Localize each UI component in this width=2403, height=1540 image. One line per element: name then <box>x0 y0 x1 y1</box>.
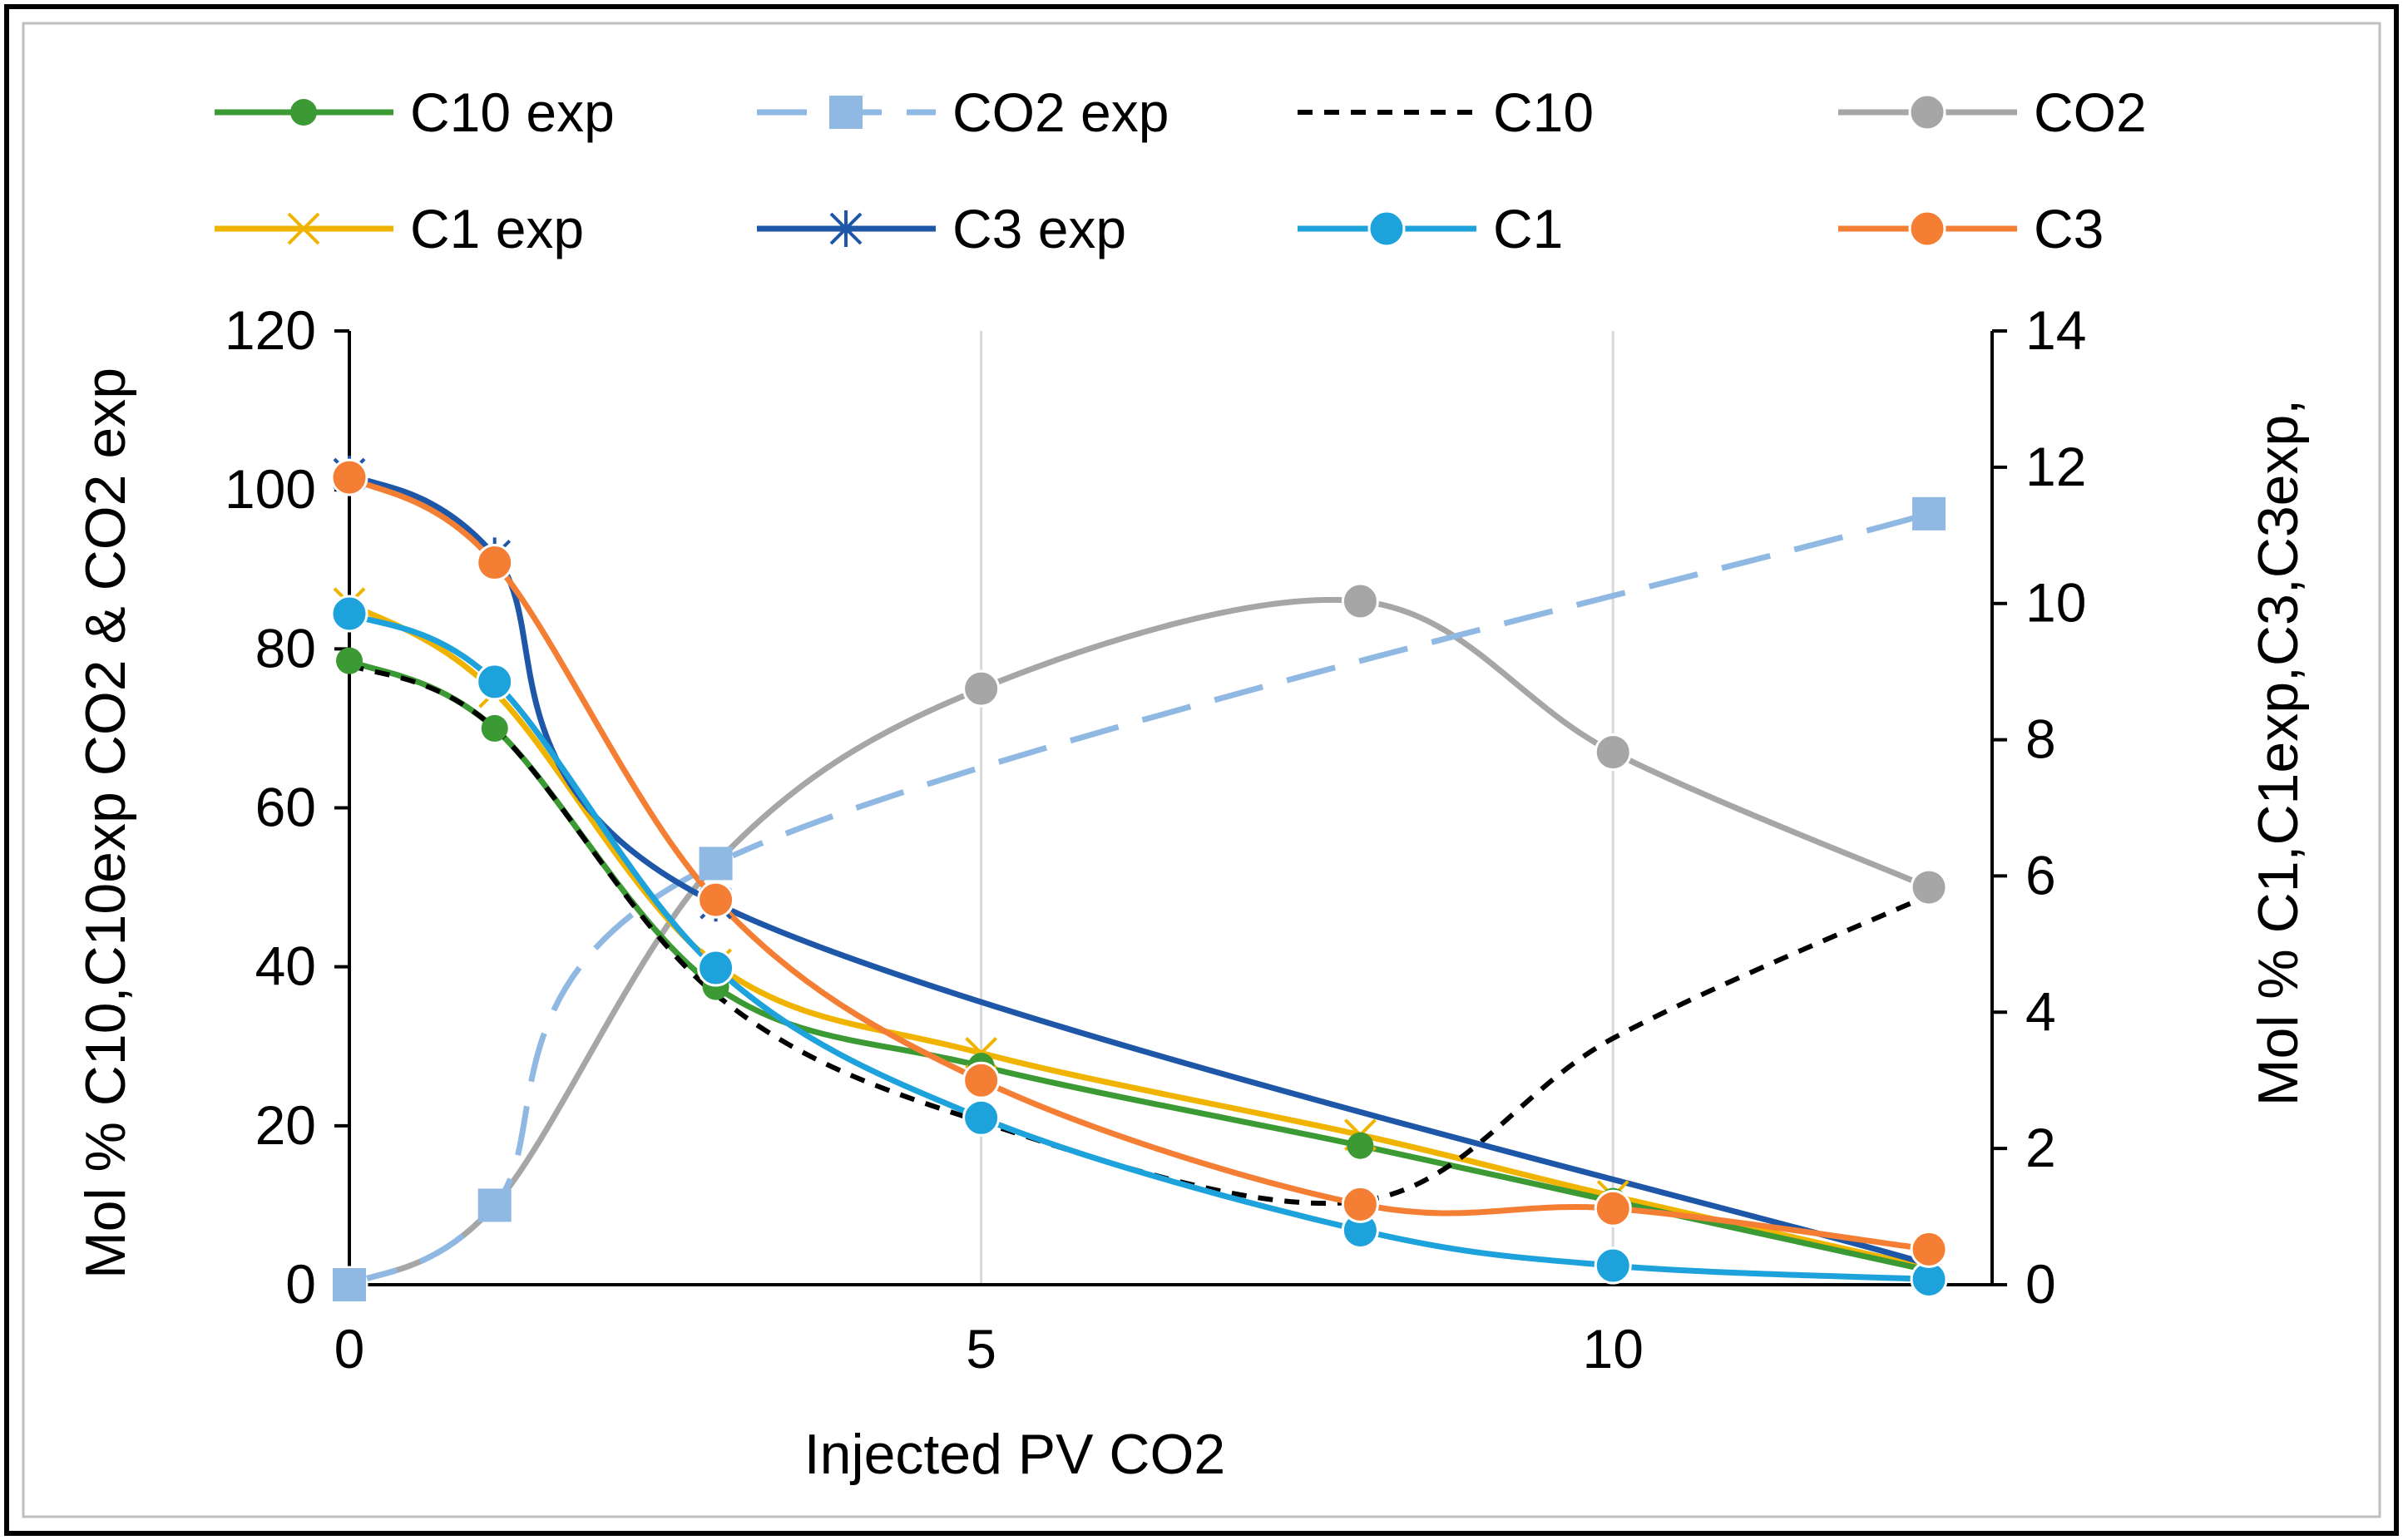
y-left-tick-label: 40 <box>255 935 316 997</box>
marker-co2-exp <box>333 1268 366 1301</box>
legend-label: C10 <box>1493 81 1594 143</box>
marker-c1 <box>476 663 514 701</box>
legend-entry-c10: C10 <box>1298 81 1594 143</box>
marker-c1 <box>962 1098 1001 1137</box>
y-right-tick-label: 6 <box>2025 844 2056 906</box>
x-tick-label: 10 <box>1583 1318 1644 1380</box>
y-right-tick-label: 10 <box>2025 572 2086 634</box>
legend-label: C3 exp <box>952 198 1126 259</box>
marker-c1 <box>697 949 735 987</box>
legend-entry-co2-exp: CO2 exp <box>757 81 1169 143</box>
marker-c3 <box>330 458 368 496</box>
legend-label: C1 <box>1493 198 1563 259</box>
legend-swatch-marker <box>829 210 863 247</box>
marker-co2 <box>1594 733 1632 772</box>
legend-swatch-marker <box>1908 93 1946 131</box>
marker-c3 <box>962 1061 1001 1099</box>
y-left-tick-label: 80 <box>255 617 316 679</box>
legend-label: C10 exp <box>410 81 615 143</box>
marker-c3 <box>476 544 514 582</box>
x-tick-label: 0 <box>334 1318 365 1380</box>
legend-swatch-marker <box>1367 210 1406 248</box>
legend-swatch-marker <box>829 96 863 129</box>
legend-swatch-marker <box>1908 210 1946 248</box>
y-right-tick-label: 8 <box>2025 708 2056 770</box>
y-left-tick-label: 100 <box>225 458 316 520</box>
marker-c3 <box>1910 1230 1948 1268</box>
y-right-tick-label: 14 <box>2025 299 2086 361</box>
legend-entry-c3-exp: C3 exp <box>757 198 1126 259</box>
y-left-tick-label: 60 <box>255 777 316 838</box>
x-tick-label: 5 <box>966 1318 996 1380</box>
legend-entry-c3: C3 <box>1838 198 2104 259</box>
marker-co2 <box>962 669 1001 708</box>
y-axis-left-title: Mol % C10,C10exp CO2 & CO2 exp <box>74 368 137 1279</box>
marker-c3 <box>1594 1189 1632 1227</box>
marker-c10-exp <box>1347 1132 1374 1159</box>
y-right-tick-label: 0 <box>2025 1253 2056 1315</box>
legend-swatch-marker-stroke <box>287 212 320 245</box>
legend: C10 exp CO2 exp C10 CO2 C1 exp C3 exp C1 C3 <box>215 81 2147 259</box>
y-left-tick-label: 120 <box>225 299 316 361</box>
legend-swatch-marker <box>290 99 317 126</box>
legend-label: C3 <box>2034 198 2104 259</box>
marker-c1 <box>330 595 368 633</box>
legend-entry-co2: CO2 <box>1838 81 2147 143</box>
marker-co2-exp <box>1912 496 1946 531</box>
marker-co2 <box>1910 868 1948 906</box>
legend-label: CO2 <box>2034 81 2147 143</box>
legend-swatch-marker <box>287 212 320 245</box>
legend-entry-c1: C1 <box>1298 198 1563 259</box>
marker-c1 <box>1594 1246 1632 1285</box>
y-right-tick-label: 4 <box>2025 980 2056 1042</box>
inner-frame <box>22 22 2381 1518</box>
marker-c10-exp <box>481 714 508 742</box>
marker-c3 <box>697 881 735 919</box>
legend-entry-c10-exp: C10 exp <box>215 81 615 143</box>
marker-co2 <box>1341 582 1379 620</box>
x-axis-title: Injected PV CO2 <box>804 1423 1225 1486</box>
y-axis-right-title: Mol % C1,C1exp,C3,C3exp, <box>2247 399 2310 1106</box>
marker-c10-exp <box>336 647 363 674</box>
series-markers <box>330 456 1948 1304</box>
marker-c3 <box>1341 1185 1379 1223</box>
legend-label: CO2 exp <box>952 81 1169 143</box>
marker-co2-exp <box>477 1188 512 1222</box>
legend-label: C1 exp <box>410 198 584 259</box>
y-right-tick-label: 2 <box>2025 1117 2056 1178</box>
y-right-tick-label: 12 <box>2025 436 2086 497</box>
y-left-tick-label: 0 <box>285 1253 316 1315</box>
marker-co2-exp <box>699 847 733 881</box>
legend-entry-c1-exp: C1 exp <box>215 198 584 259</box>
y-left-tick-label: 20 <box>255 1094 316 1156</box>
